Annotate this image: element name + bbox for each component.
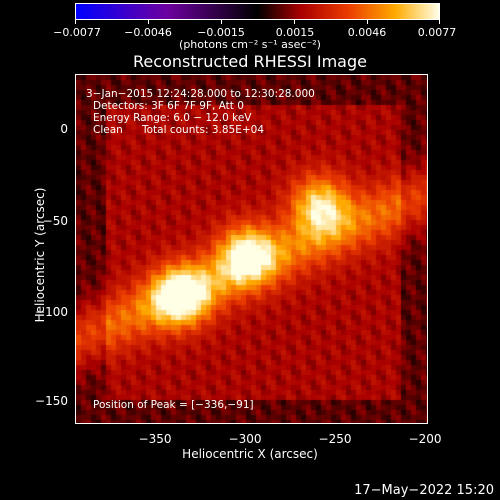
colorbar-tick-label: −0.0046: [124, 26, 172, 39]
y-tick-label: −50: [42, 214, 68, 228]
x-tick-label: −250: [318, 432, 352, 446]
colorbar-tick-label: 0.0015: [275, 26, 315, 39]
colorbar-units-label: (photons cm⁻² s⁻¹ asec⁻²): [179, 38, 321, 51]
clean-text: Clean: [93, 124, 123, 136]
peak-position-text: Position of Peak = [−336,−91]: [93, 399, 254, 411]
colorbar-tickmark: [294, 19, 295, 24]
time-range-text: 3−Jan−2015 12:24:28.000 to 12:30:28.000: [86, 88, 315, 100]
colorbar-tickmark: [75, 19, 76, 24]
colorbar-tick-label: 0.0077: [417, 26, 457, 39]
plot-frame: 3−Jan−2015 12:24:28.000 to 12:30:28.000 …: [75, 74, 428, 424]
colorbar-gradient: [76, 4, 439, 19]
y-tick-label: −100: [35, 305, 68, 319]
x-axis-label: Heliocentric X (arcsec): [182, 447, 318, 461]
total-counts-text: Total counts: 3.85E+04: [142, 124, 265, 136]
detectors-text: Detectors: 3F 6F 7F 9F, Att 0: [93, 100, 244, 112]
colorbar-tickmark: [148, 19, 149, 24]
y-axis-label: Heliocentric Y (arcsec): [33, 187, 47, 323]
colorbar-tickmark: [221, 19, 222, 24]
x-tick-label: −350: [138, 432, 172, 446]
y-tick-label: −150: [35, 394, 68, 408]
colorbar-tick-label: −0.0077: [53, 26, 101, 39]
timestamp: 17−May−2022 15:20: [354, 483, 494, 498]
colorbar-tickmark: [439, 19, 440, 24]
x-tick-label: −300: [228, 432, 262, 446]
y-tick-label: 0: [60, 122, 68, 136]
colorbar-tickmark: [367, 19, 368, 24]
x-tick-label: −200: [408, 432, 442, 446]
energy-range-text: Energy Range: 6.0 − 12.0 keV: [93, 112, 252, 124]
colorbar: [75, 3, 440, 20]
chart-title: Reconstructed RHESSI Image: [133, 52, 367, 71]
heatmap-image: [76, 75, 427, 423]
colorbar-tick-label: 0.0046: [347, 26, 387, 39]
colorbar-tick-label: −0.0015: [197, 26, 245, 39]
